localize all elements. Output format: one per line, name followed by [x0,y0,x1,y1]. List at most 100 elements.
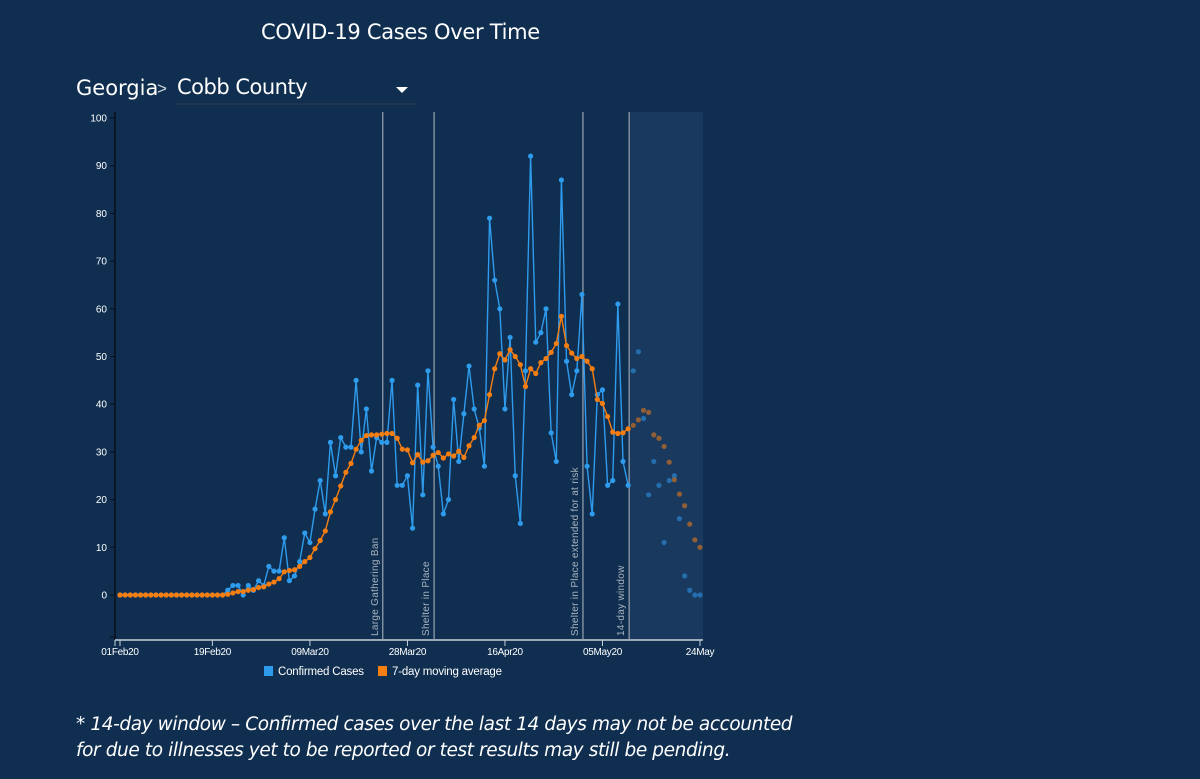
confirmed-cases-point [327,439,334,445]
confirmed-cases-point [312,506,318,512]
confirmed-cases-point [497,306,503,312]
moving-average-point [671,477,677,483]
moving-average-point [194,592,200,598]
confirmed-cases-point [682,573,688,579]
confirmed-cases-point [507,334,513,341]
moving-average-point [184,592,190,598]
moving-average-point [343,469,349,475]
moving-average-point [451,453,457,459]
moving-average-point [225,591,231,597]
county-select[interactable]: Cobb County [176,72,416,105]
moving-average-point [507,347,513,353]
moving-average-point [471,434,477,441]
confirmed-cases-point [579,291,585,298]
moving-average-point [137,592,144,598]
confirmed-cases-point [630,368,636,374]
moving-average-point [486,392,493,398]
confirmed-cases-point [517,520,523,527]
moving-average-point [563,342,570,349]
moving-average-point [625,426,631,432]
legend-swatch [264,666,273,676]
moving-average-point [599,400,606,407]
moving-average-point [204,592,210,598]
moving-average-point [466,443,472,449]
confirmed-cases-point [332,473,339,479]
footnote: * 14-day window – Confirmed cases over t… [76,712,793,764]
y-tick-label: 90 [96,161,108,172]
moving-average-point [302,559,308,565]
moving-average-point [220,592,226,598]
moving-average-point [533,370,539,377]
moving-average-point [261,584,267,590]
moving-average-point [281,569,287,575]
confirmed-cases-point [646,492,652,498]
confirmed-cases-point [307,539,313,546]
y-tick-label: 20 [96,495,108,506]
moving-average-point [687,521,693,527]
confirmed-cases-point [343,444,349,450]
moving-average-point [163,592,169,598]
confirmed-cases-point [640,415,647,422]
moving-average-point [646,409,652,415]
confirmed-cases-point [245,582,251,589]
moving-average-point [245,587,251,593]
confirmed-cases-point [230,582,236,589]
moving-average-point [286,567,292,574]
confirmed-cases-point [635,349,642,355]
moving-average-point [584,358,590,364]
confirmed-cases-point [394,482,400,488]
confirmed-cases-point [548,430,554,436]
moving-average-point [374,432,380,438]
confirmed-cases-point [558,177,565,183]
confirmed-cases-point [435,463,441,469]
moving-average-point [404,447,411,453]
y-tick-label: 0 [101,591,107,602]
moving-average-point [558,313,565,319]
confirmed-cases-point [610,477,616,484]
moving-average-point [661,443,667,450]
y-tick-label: 40 [96,400,108,411]
confirmed-cases-point [415,382,421,388]
moving-average-point [276,576,282,582]
moving-average-point [291,567,298,573]
legend-label: 7-day moving average [392,666,502,678]
moving-average-point [199,592,205,598]
confirmed-cases-point [276,568,282,574]
confirmed-cases-point [420,492,426,498]
footnote-line-1: * 14-day window – Confirmed cases over t… [76,714,793,735]
moving-average-point [322,528,328,534]
moving-average-point [456,448,462,454]
moving-average-point [327,509,334,515]
moving-average-point [676,491,683,497]
moving-average-point [394,435,400,441]
moving-average-point [415,452,421,458]
confirmed-cases-point [466,363,472,369]
moving-average-point [635,417,642,423]
moving-average-point [548,349,554,356]
moving-average-point [189,592,195,598]
moving-average-point [153,592,159,598]
moving-average-point [255,584,262,591]
confirmed-cases-point [235,582,241,589]
moving-average-point [312,546,318,552]
confirmed-cases-point [389,377,395,383]
moving-average-point [651,432,657,438]
moving-average-point [173,592,180,598]
x-tick-label: 28Mar20 [389,647,427,658]
confirmed-cases-line [120,156,629,597]
confirmed-cases-point [512,473,518,479]
moving-average-point [399,446,405,452]
moving-average-point [178,592,185,598]
moving-average-point [620,430,626,436]
y-tick-label: 50 [96,352,108,363]
confirmed-cases-point [676,516,683,522]
confirmed-cases-point [281,535,287,541]
confirmed-cases-point [563,358,570,364]
confirmed-cases-point [461,411,467,417]
breadcrumb-state[interactable]: Georgia [76,76,159,100]
event-label: Large Gathering Ban [370,537,381,636]
confirmed-cases-point [358,449,364,455]
moving-average-point [307,554,313,561]
moving-average-point [425,458,431,464]
confirmed-cases-point [368,468,375,474]
